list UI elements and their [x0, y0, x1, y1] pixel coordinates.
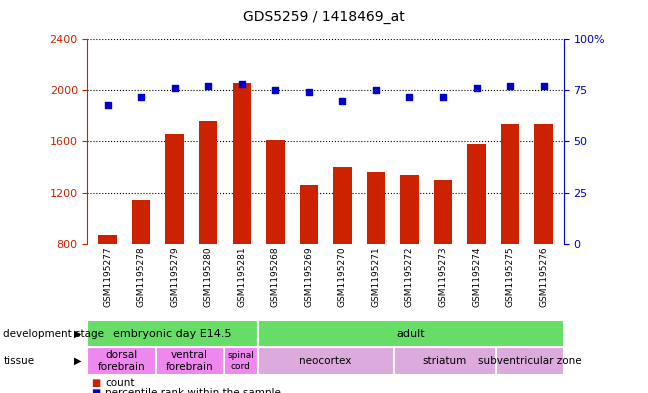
Bar — [87, 320, 257, 347]
Point — [237, 81, 247, 87]
Bar — [98, 235, 117, 346]
Bar — [257, 320, 564, 347]
Text: embryonic day E14.5: embryonic day E14.5 — [113, 329, 232, 339]
Point — [270, 87, 281, 94]
Bar — [496, 347, 564, 375]
Text: ■: ■ — [91, 378, 100, 388]
Bar — [257, 347, 393, 375]
Bar — [467, 144, 486, 346]
Text: subventricular zone: subventricular zone — [478, 356, 581, 366]
Bar — [266, 140, 284, 346]
Point — [371, 87, 381, 94]
Text: dorsal
forebrain: dorsal forebrain — [98, 351, 145, 372]
Point — [404, 94, 415, 100]
Text: ▶: ▶ — [73, 329, 81, 339]
Bar — [367, 172, 385, 346]
Text: ventral
forebrain: ventral forebrain — [166, 351, 213, 372]
Bar — [87, 347, 156, 375]
Point — [102, 101, 113, 108]
Text: development stage: development stage — [3, 329, 104, 339]
Bar — [400, 174, 419, 346]
Bar — [233, 83, 251, 346]
Text: adult: adult — [397, 329, 425, 339]
Point — [538, 83, 549, 90]
Point — [170, 85, 180, 92]
Bar — [393, 347, 496, 375]
Bar — [199, 121, 218, 346]
Text: striatum: striatum — [422, 356, 467, 366]
Bar — [156, 347, 224, 375]
Point — [304, 89, 314, 95]
Text: percentile rank within the sample: percentile rank within the sample — [105, 388, 281, 393]
Bar — [224, 347, 257, 375]
Point — [438, 94, 448, 100]
Bar — [501, 123, 519, 346]
Point — [337, 97, 347, 104]
Text: neocortex: neocortex — [299, 356, 352, 366]
Bar — [165, 134, 184, 346]
Text: ▶: ▶ — [73, 356, 81, 366]
Bar — [535, 123, 553, 346]
Text: ■: ■ — [91, 388, 100, 393]
Text: spinal
cord: spinal cord — [227, 351, 254, 371]
Bar — [434, 180, 452, 346]
Point — [136, 94, 146, 100]
Point — [505, 83, 515, 90]
Bar — [333, 167, 352, 346]
Point — [471, 85, 481, 92]
Text: count: count — [105, 378, 135, 388]
Text: GDS5259 / 1418469_at: GDS5259 / 1418469_at — [243, 10, 405, 24]
Text: tissue: tissue — [3, 356, 34, 366]
Bar — [299, 185, 318, 346]
Bar — [132, 200, 150, 346]
Point — [203, 83, 213, 90]
